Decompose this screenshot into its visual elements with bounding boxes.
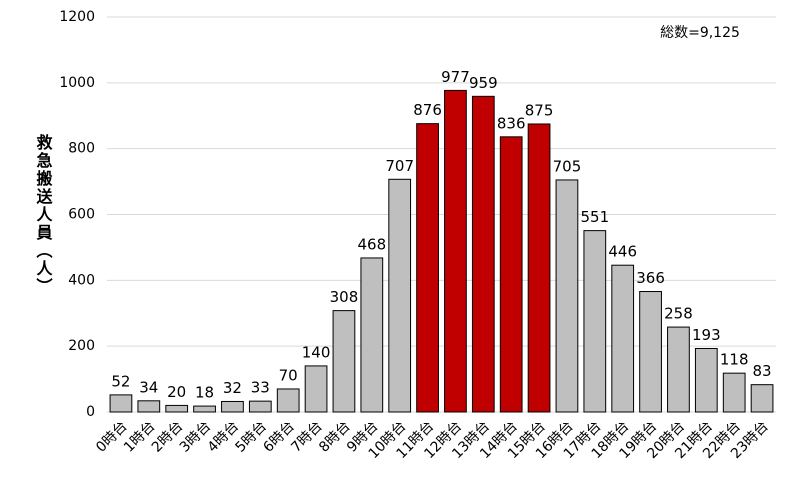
y-axis-label: 救急搬送人員（人） (34, 133, 54, 296)
x-tick-label: 2時台 (149, 418, 186, 455)
y-tick-label: 1200 (59, 9, 95, 25)
value-label: 70 (279, 366, 298, 384)
bar (109, 394, 133, 413)
bar (304, 365, 328, 413)
bar (471, 95, 495, 413)
bar (639, 291, 662, 413)
value-label: 34 (139, 378, 158, 396)
value-label: 446 (608, 243, 637, 261)
bar (416, 123, 439, 413)
x-tick-label: 4時台 (205, 418, 242, 455)
bar (722, 372, 746, 413)
x-tick-label: 3時台 (177, 418, 214, 455)
x-tick-label: 8時台 (316, 418, 353, 455)
value-label: 468 (357, 235, 386, 253)
value-label: 308 (330, 288, 359, 306)
bar (221, 400, 244, 413)
bar (750, 384, 774, 413)
x-tick-label: 5時台 (233, 418, 270, 455)
value-label: 875 (525, 101, 554, 119)
value-label: 118 (720, 351, 749, 369)
y-tick-label: 800 (68, 141, 95, 157)
y-tick-label: 400 (68, 272, 95, 288)
bar (165, 404, 189, 413)
bar (611, 264, 635, 413)
value-label: 32 (223, 379, 242, 397)
y-tick-label: 1000 (59, 75, 95, 91)
bar (276, 388, 300, 413)
bar (555, 179, 579, 413)
bar (694, 347, 718, 413)
value-label: 959 (469, 74, 498, 92)
value-label: 258 (664, 305, 693, 323)
value-label: 83 (753, 362, 772, 380)
bar (332, 310, 356, 413)
bar (248, 400, 272, 413)
value-label: 977 (441, 68, 470, 86)
bar (499, 136, 523, 413)
annotation: 総数=9,125 (660, 25, 740, 41)
value-label: 33 (251, 379, 270, 397)
bar (360, 257, 384, 413)
value-label: 52 (111, 372, 130, 390)
value-label: 705 (553, 157, 582, 175)
y-tick-label: 600 (68, 207, 95, 223)
x-tick-label: 0時台 (93, 418, 130, 455)
value-label: 836 (497, 114, 526, 132)
bar (388, 178, 412, 413)
value-label: 551 (580, 208, 609, 226)
bar (583, 230, 607, 413)
value-label: 20 (167, 383, 186, 401)
y-tick-label: 0 (86, 404, 95, 420)
value-label: 140 (302, 343, 331, 361)
value-label: 18 (195, 384, 214, 402)
value-label: 876 (413, 101, 442, 119)
bar (193, 405, 216, 413)
bar (137, 400, 161, 413)
bar (527, 123, 551, 413)
y-tick-label: 200 (68, 338, 95, 354)
value-label: 366 (636, 269, 665, 287)
bar (444, 89, 467, 413)
x-tick-label: 6時台 (260, 418, 297, 455)
x-tick-label: 1時台 (121, 418, 158, 455)
bar (667, 326, 690, 413)
x-tick-label: 7時台 (288, 418, 325, 455)
value-label: 707 (385, 157, 414, 175)
value-label: 193 (692, 326, 721, 344)
